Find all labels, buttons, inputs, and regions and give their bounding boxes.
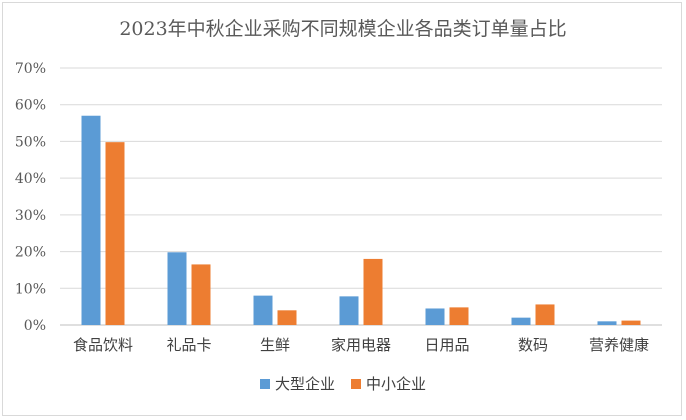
bar-large <box>597 321 617 325</box>
bar-sme <box>363 258 383 325</box>
bar-sme <box>105 142 125 325</box>
y-tick-label: 20% <box>15 245 46 261</box>
x-tick-label: 日用品 <box>424 336 469 354</box>
bar-large <box>425 308 445 325</box>
x-tick-label: 家用电器 <box>331 336 391 354</box>
x-tick-label: 食品饮料 <box>73 336 133 354</box>
bar-large <box>167 252 187 325</box>
bar-sme <box>191 264 211 325</box>
legend-swatch-large <box>259 378 270 389</box>
chart-title: 2023年中秋企业采购不同规模企业各品类订单量占比 <box>119 18 567 40</box>
y-tick-label: 70% <box>15 61 46 77</box>
legend: 大型企业 中小企业 <box>0 373 686 394</box>
x-tick-label: 生鲜 <box>260 336 290 354</box>
bar-large <box>511 317 531 325</box>
legend-swatch-sme <box>351 378 361 389</box>
y-tick-label: 60% <box>15 98 46 114</box>
bar-large <box>81 115 101 325</box>
y-tick-label: 40% <box>15 171 46 187</box>
y-tick-label: 10% <box>15 281 46 297</box>
legend-item-sme: 中小企业 <box>351 373 426 394</box>
bar-sme <box>535 304 555 325</box>
bar-sme <box>621 320 641 325</box>
x-tick-label: 礼品卡 <box>166 336 211 354</box>
y-tick-label: 0% <box>24 318 46 334</box>
bar-sme <box>277 310 297 325</box>
x-tick-label: 营养健康 <box>589 336 649 354</box>
bar-large <box>339 296 359 325</box>
bar-large <box>253 295 273 325</box>
x-tick-label: 数码 <box>518 336 548 354</box>
y-tick-label: 50% <box>15 134 46 150</box>
legend-item-large: 大型企业 <box>259 373 335 394</box>
y-tick-label: 30% <box>15 208 46 224</box>
legend-label-large: 大型企业 <box>274 375 335 393</box>
legend-label-sme: 中小企业 <box>366 375 427 393</box>
bar-sme <box>449 307 469 325</box>
